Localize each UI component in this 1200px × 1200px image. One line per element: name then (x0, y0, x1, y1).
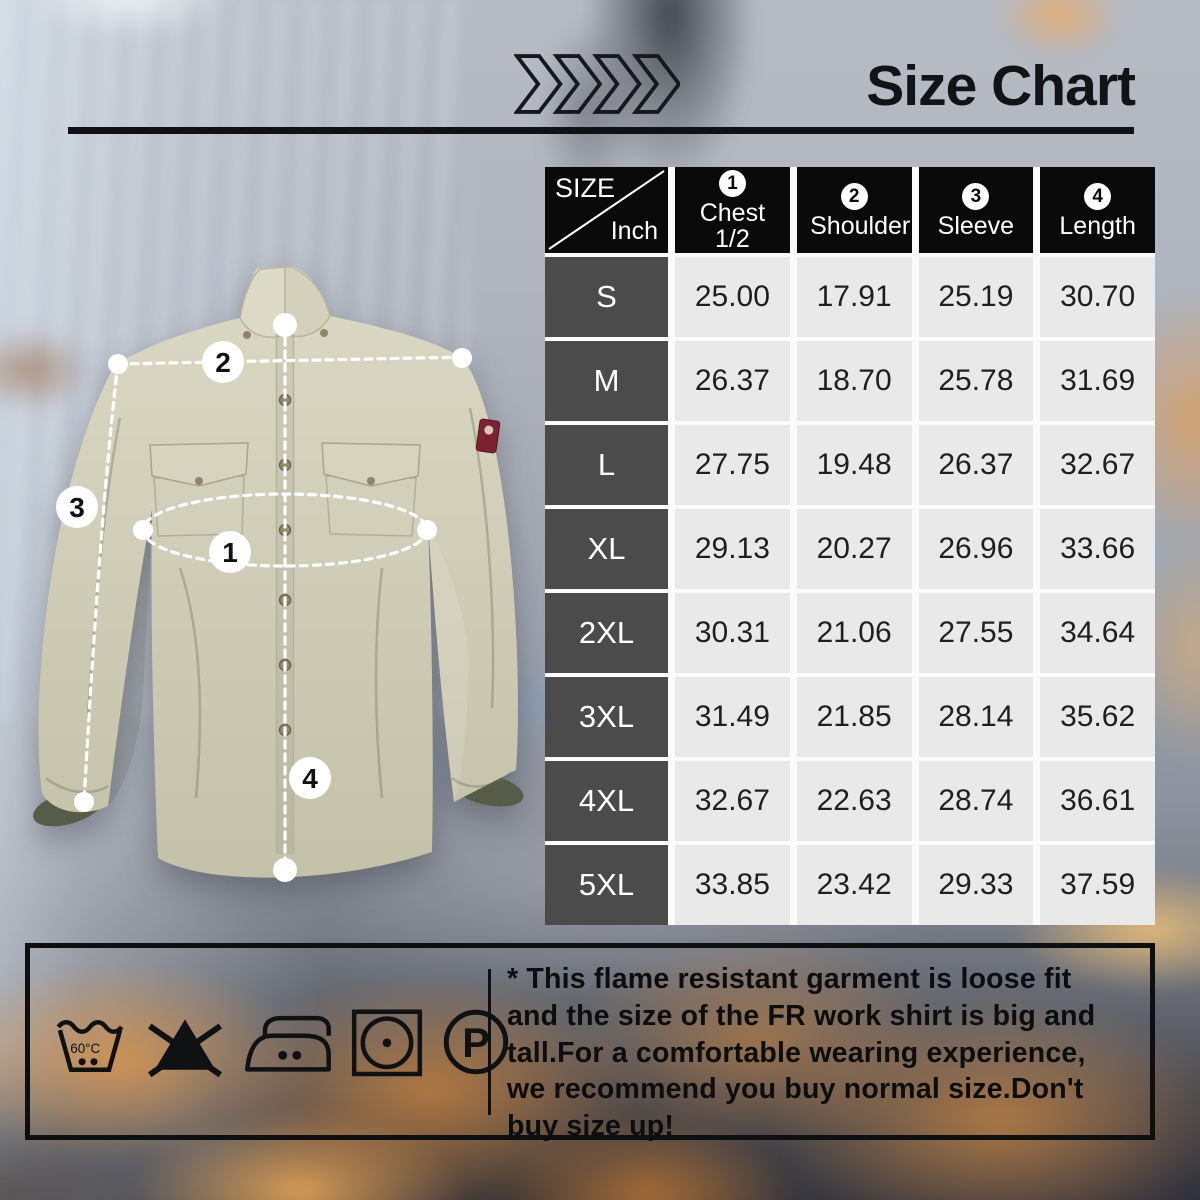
table-cell: 32.67 (675, 761, 790, 841)
size-label: 2XL (545, 593, 668, 673)
svg-text:1: 1 (222, 537, 238, 568)
table-cell: 27.75 (675, 425, 790, 505)
corner-diagonal-line (548, 170, 665, 250)
table-cell: 26.96 (918, 509, 1034, 589)
table-cell: 25.78 (918, 341, 1034, 421)
svg-text:2: 2 (215, 347, 231, 378)
chest-pocket-right (321, 442, 421, 537)
sleeve-logo-patch (475, 418, 501, 454)
page-title: Size Chart (866, 54, 1136, 118)
circled-number-4-icon: 4 (1084, 183, 1112, 210)
chest-pocket-left (149, 442, 249, 537)
chevrons-right-icon (514, 54, 680, 114)
table-cell: 26.37 (675, 341, 790, 421)
collar-button-left (243, 331, 251, 339)
size-label: 4XL (545, 761, 668, 841)
table-cell: 30.70 (1040, 257, 1155, 337)
table-cell: 30.31 (675, 593, 790, 673)
laundry-care-icons: 60°C P (30, 948, 488, 1135)
size-label: 3XL (545, 677, 668, 757)
table-cell: 28.74 (918, 761, 1034, 841)
column-header-sleeve: 3 Sleeve (918, 167, 1034, 253)
table-cell: 22.63 (796, 761, 912, 841)
do-not-bleach-icon (143, 1018, 227, 1081)
size-table: SIZE Inch 1 Chest 1/2 2 Shoulder 3 Sleev… (545, 167, 1155, 925)
sizing-note-text: * This flame resistant garment is loose … (507, 963, 1096, 1142)
size-label: M (545, 341, 668, 421)
care-box-divider (488, 968, 491, 1115)
dry-clean-p-icon: P (440, 1006, 512, 1078)
iron-two-dots-icon (242, 1003, 334, 1081)
circled-number-2-icon: 2 (840, 183, 868, 210)
table-cell: 25.19 (918, 257, 1034, 337)
shoulder-measure-line (116, 355, 470, 366)
table-cell: 21.85 (796, 677, 912, 757)
table-cell: 33.66 (1040, 509, 1155, 589)
table-cell: 36.61 (1040, 761, 1155, 841)
column-header-chest: 1 Chest 1/2 (675, 167, 790, 253)
table-cell: 34.64 (1040, 593, 1155, 673)
table-cell: 18.70 (796, 341, 912, 421)
table-cell: 20.27 (796, 509, 912, 589)
table-cell: 28.14 (918, 677, 1034, 757)
table-cell: 32.67 (1040, 425, 1155, 505)
size-label: 5XL (545, 845, 668, 925)
sleeve-shading (108, 510, 152, 806)
annotation-label-4: 4 (289, 757, 331, 799)
table-cell: 19.48 (796, 425, 912, 505)
table-cell: 27.55 (918, 593, 1034, 673)
table-cell: 17.91 (796, 257, 912, 337)
circled-number-1-icon: 1 (718, 170, 746, 197)
svg-text:4: 4 (302, 763, 318, 794)
table-cell: 31.49 (675, 677, 790, 757)
measurement-annotations: 1 2 3 4 (56, 313, 472, 882)
measure-points (74, 313, 472, 882)
title-underline (68, 127, 1134, 134)
svg-text:3: 3 (69, 492, 85, 523)
svg-text:60°C: 60°C (70, 1041, 100, 1056)
collar-button-right (320, 329, 328, 337)
table-cell: 21.06 (796, 593, 912, 673)
annotation-label-2: 2 (202, 341, 244, 383)
column-header-length: 4 Length (1040, 167, 1155, 253)
shirt-photo: 1 2 3 4 (33, 266, 524, 882)
collar-flap-right (284, 266, 331, 338)
annotation-label-1: 1 (209, 531, 251, 573)
size-label: S (545, 257, 668, 337)
table-cell: 37.59 (1040, 845, 1155, 925)
table-corner-cell: SIZE Inch (545, 167, 668, 253)
size-label: L (545, 425, 668, 505)
wash-60c-icon: 60°C (52, 1003, 128, 1081)
table-cell: 26.37 (918, 425, 1034, 505)
table-cell: 35.62 (1040, 677, 1155, 757)
table-cell: 23.42 (796, 845, 912, 925)
tumble-dry-icon (349, 1003, 425, 1081)
table-cell: 31.69 (1040, 341, 1155, 421)
table-cell: 25.00 (675, 257, 790, 337)
sleeve-measure-line (82, 362, 120, 804)
table-cell: 29.33 (918, 845, 1034, 925)
circled-number-3-icon: 3 (962, 183, 990, 210)
svg-text:P: P (462, 1019, 490, 1065)
size-label: XL (545, 509, 668, 589)
shirt-body (33, 266, 524, 878)
table-cell: 33.85 (675, 845, 790, 925)
shirt-silhouette (38, 266, 518, 878)
corner-label-size: SIZE (555, 173, 616, 203)
annotation-label-3: 3 (56, 486, 98, 528)
column-header-shoulder: 2 Shoulder (796, 167, 912, 253)
corner-label-unit: Inch (610, 217, 658, 245)
care-instructions-box: 60°C P * This fl (25, 943, 1155, 1142)
sleeve-highlight (428, 522, 469, 802)
table-cell: 29.13 (675, 509, 790, 589)
